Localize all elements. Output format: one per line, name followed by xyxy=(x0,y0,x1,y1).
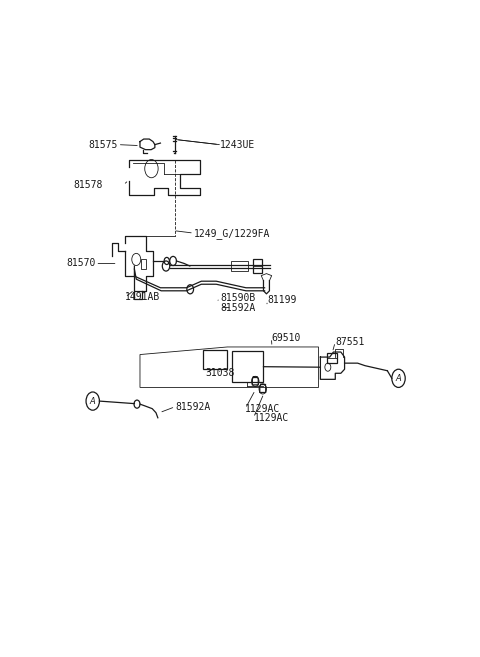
Text: 31038: 31038 xyxy=(205,369,234,378)
Text: 1243UE: 1243UE xyxy=(220,139,255,150)
Bar xyxy=(232,351,264,382)
Text: 81592A: 81592A xyxy=(220,302,255,313)
Text: 81590B: 81590B xyxy=(220,293,255,303)
Text: 69510: 69510 xyxy=(271,333,300,343)
Text: 87551: 87551 xyxy=(335,337,365,347)
Text: 81578: 81578 xyxy=(73,180,103,190)
Text: 1491AB: 1491AB xyxy=(125,292,160,302)
Bar xyxy=(231,261,248,271)
Text: 1129AC: 1129AC xyxy=(253,413,288,423)
Text: 1249_G/1229FA: 1249_G/1229FA xyxy=(194,228,270,238)
Text: 1129AC: 1129AC xyxy=(245,403,280,414)
Text: 81592A: 81592A xyxy=(175,401,211,412)
Text: 81575: 81575 xyxy=(88,139,118,150)
Bar xyxy=(203,350,228,369)
Bar xyxy=(253,260,262,273)
Text: 81199: 81199 xyxy=(267,296,297,306)
Bar xyxy=(141,260,146,269)
Text: 81570: 81570 xyxy=(66,258,96,269)
Text: A: A xyxy=(90,397,96,405)
Text: A: A xyxy=(396,374,401,383)
Bar xyxy=(327,353,337,363)
